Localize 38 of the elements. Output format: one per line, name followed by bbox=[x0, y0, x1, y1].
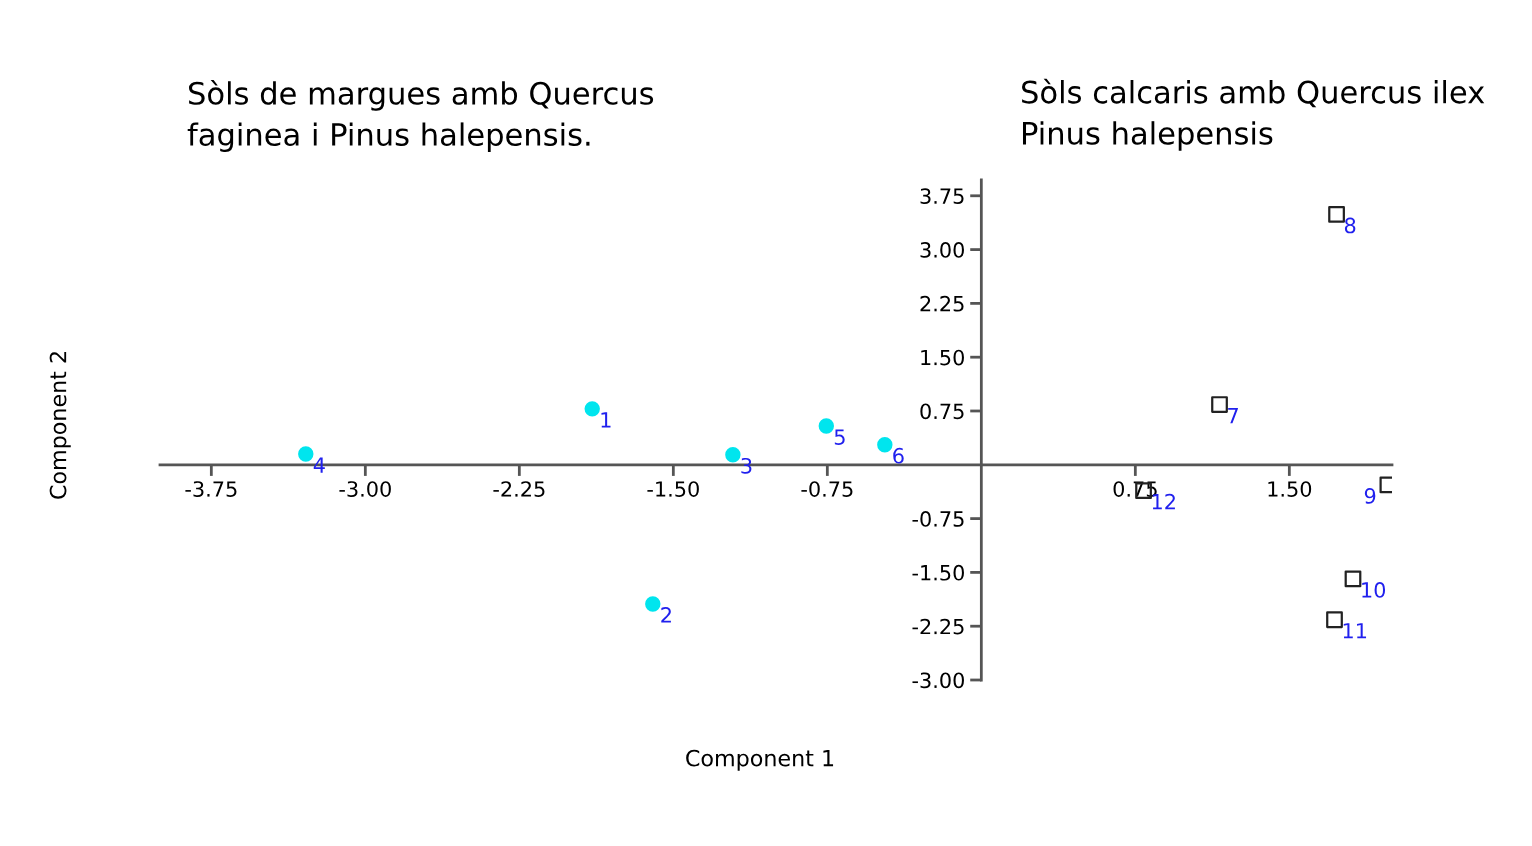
chart-subtitle: Sòls calcaris amb Quercus ilex Pinus halepensis bbox=[1022, 78, 1485, 151]
point bbox=[645, 596, 661, 612]
point bbox=[1211, 396, 1228, 413]
y-tick-label: 2.25 bbox=[920, 295, 964, 312]
annotation: 8 bbox=[1344, 217, 1356, 234]
y-axis-title: Component 2 bbox=[49, 352, 71, 499]
x-tick-label: -0.75 bbox=[801, 481, 853, 497]
annotation: 9 bbox=[1364, 488, 1376, 504]
annotation: 10 bbox=[1362, 582, 1386, 598]
point bbox=[877, 437, 893, 453]
annotation: 6 bbox=[893, 447, 904, 464]
annotation: 5 bbox=[834, 429, 845, 445]
y-tick-label: -0.75 bbox=[912, 511, 964, 527]
x-tick-label: -3.75 bbox=[185, 481, 237, 497]
point bbox=[298, 446, 314, 462]
y-tick-label: 0.75 bbox=[920, 403, 964, 420]
point bbox=[725, 447, 741, 463]
x-tick-label: -1.50 bbox=[647, 481, 699, 497]
point bbox=[1344, 570, 1362, 588]
y-tick-label: -1.50 bbox=[912, 564, 964, 581]
point bbox=[818, 418, 834, 434]
y-tick-label: -3.00 bbox=[912, 672, 964, 689]
chart-title: Sòls de margues amb Quercus faginea i Pinus halepensis. bbox=[187, 80, 654, 152]
y-tick-label: -2.25 bbox=[912, 618, 964, 635]
x-tick-label: 1.50 bbox=[1268, 481, 1312, 497]
annotation: 11 bbox=[1343, 623, 1367, 639]
annotation: 2 bbox=[661, 607, 671, 623]
point bbox=[1326, 611, 1343, 629]
x-axis-title: Component 1 bbox=[686, 749, 834, 771]
annotation: 1 bbox=[601, 412, 611, 428]
annotation: 7 bbox=[1228, 407, 1238, 424]
x-tick-label: -2.25 bbox=[493, 481, 545, 497]
point bbox=[584, 401, 600, 417]
x-tick-label: -3.00 bbox=[339, 481, 391, 497]
y-tick-label: 3.00 bbox=[920, 242, 964, 258]
y-tick-label: 3.75 bbox=[920, 188, 964, 204]
point bbox=[1328, 206, 1345, 223]
y-tick-label: 1.50 bbox=[921, 349, 964, 366]
